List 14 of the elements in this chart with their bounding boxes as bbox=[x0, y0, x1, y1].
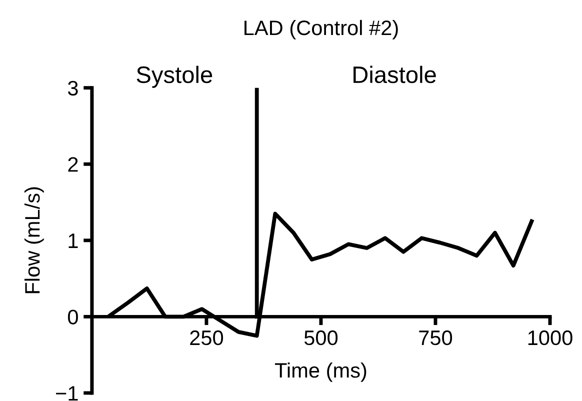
chart-title: LAD (Control #2) bbox=[244, 20, 398, 40]
x-axis-title: Time (ms) bbox=[274, 362, 366, 382]
y-tick-label: 1 bbox=[68, 234, 78, 248]
x-tick-label: 750 bbox=[419, 330, 452, 346]
x-tick-label: 250 bbox=[190, 330, 224, 346]
text: Diastole bbox=[354, 66, 436, 84]
x-tick-label: 1000 bbox=[528, 330, 572, 346]
annotation: Systole bbox=[136, 66, 212, 88]
y-tick-label: 2 bbox=[68, 157, 78, 172]
x-tick-label: 500 bbox=[304, 330, 338, 346]
y-tick-label: −1 bbox=[56, 386, 78, 401]
y-tick-label: 0 bbox=[68, 310, 78, 324]
y-tick-label: 3 bbox=[68, 80, 78, 96]
y-axis-title: Flow (mL/s) bbox=[24, 187, 44, 294]
